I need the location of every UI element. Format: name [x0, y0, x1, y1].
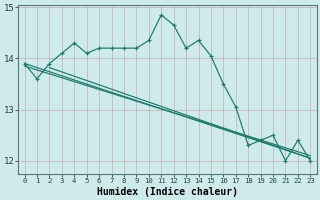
X-axis label: Humidex (Indice chaleur): Humidex (Indice chaleur) [97, 186, 238, 197]
